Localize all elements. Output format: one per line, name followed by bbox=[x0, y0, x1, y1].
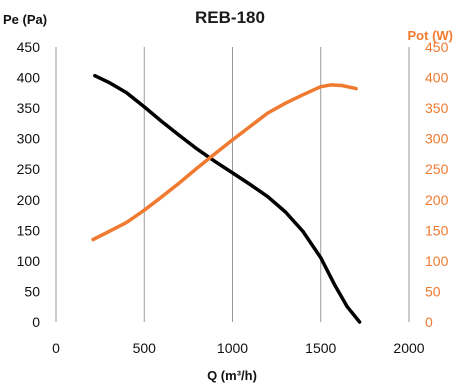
pressure-curve-line bbox=[93, 73, 362, 324]
grid-lines bbox=[55, 47, 410, 322]
left-y-tick-label-3: 150 bbox=[17, 222, 41, 238]
right-y-tick-label-0: 0 bbox=[425, 314, 433, 330]
left-y-tick-label-6: 300 bbox=[17, 131, 41, 147]
x-tick-label-4: 2000 bbox=[393, 340, 424, 356]
x-axis-title: Q (m³/h) bbox=[207, 368, 257, 383]
left-y-tick-label-1: 50 bbox=[24, 283, 40, 299]
right-y-tick-label-4: 200 bbox=[425, 192, 449, 208]
left-y-tick-label-7: 350 bbox=[17, 100, 41, 116]
right-y-tick-label-7: 350 bbox=[425, 100, 449, 116]
right-axis-title: Pot (W) bbox=[408, 28, 453, 43]
chart-title: REB-180 bbox=[195, 8, 265, 27]
x-tick-label-1: 500 bbox=[133, 340, 157, 356]
x-tick-label-0: 0 bbox=[52, 340, 60, 356]
right-y-tick-label-3: 150 bbox=[425, 222, 449, 238]
series-lines bbox=[91, 73, 362, 324]
power-curve-line bbox=[91, 83, 358, 242]
right-y-tick-label-2: 100 bbox=[425, 253, 449, 269]
left-y-tick-label-8: 400 bbox=[17, 70, 41, 86]
right-y-tick-label-1: 50 bbox=[425, 283, 441, 299]
right-y-tick-label-5: 250 bbox=[425, 161, 449, 177]
right-y-tick-label-8: 400 bbox=[425, 70, 449, 86]
right-y-tick-label-9: 450 bbox=[425, 39, 449, 55]
right-y-tick-label-6: 300 bbox=[425, 131, 449, 147]
left-y-tick-label-0: 0 bbox=[32, 314, 40, 330]
left-y-tick-label-9: 450 bbox=[17, 39, 41, 55]
x-tick-label-3: 1500 bbox=[305, 340, 336, 356]
x-tick-label-2: 1000 bbox=[217, 340, 248, 356]
left-y-tick-label-4: 200 bbox=[17, 192, 41, 208]
left-axis-title: Pe (Pa) bbox=[3, 12, 47, 27]
left-y-tick-label-2: 100 bbox=[17, 253, 41, 269]
left-y-tick-label-5: 250 bbox=[17, 161, 41, 177]
tick-labels: 0 500 1000 1500 2000050100150200250300350400… bbox=[17, 39, 449, 356]
